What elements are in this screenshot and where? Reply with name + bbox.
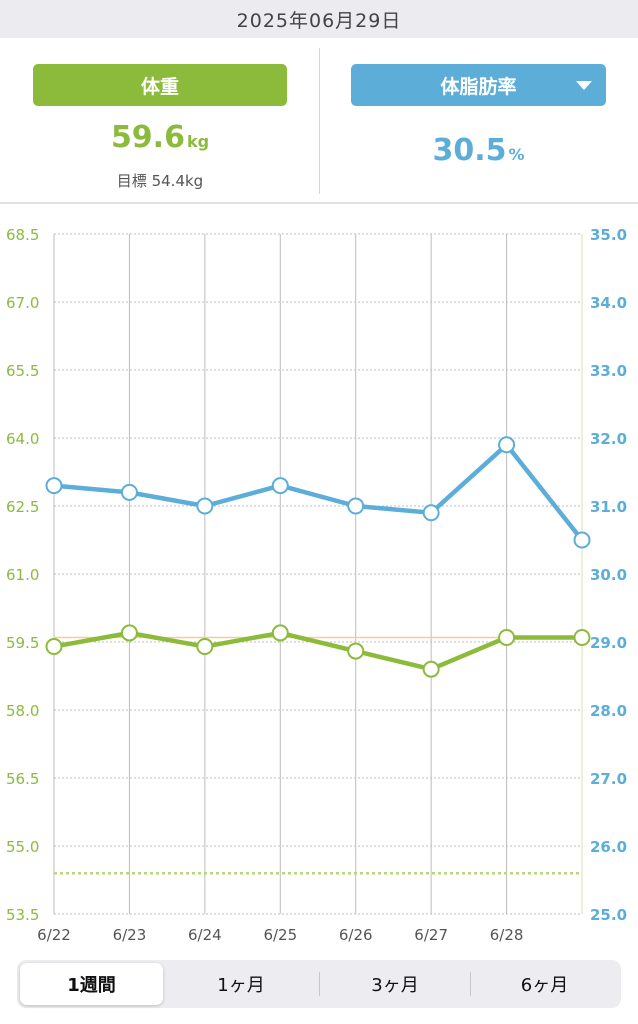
- body_fat-data-point: [498, 436, 516, 454]
- body_fat-data-point: [347, 497, 365, 515]
- y-right-tick-label: 32.0: [590, 430, 627, 448]
- weight-data-point: [45, 638, 63, 656]
- weight-value: 59.6: [110, 120, 185, 155]
- weight-data-point: [196, 638, 214, 656]
- weight-unit: kg: [186, 132, 210, 151]
- body-fat-label: 体脂肪率: [440, 75, 517, 98]
- tab-label: 1週間: [67, 975, 116, 996]
- weight-label: 体重: [140, 75, 179, 98]
- x-tick-label: 6/28: [490, 926, 524, 944]
- y-left-tick-label: 53.5: [6, 906, 39, 924]
- tab-label: 6ヶ月: [520, 975, 569, 996]
- summary-divider: [319, 48, 320, 194]
- x-tick-label: 6/27: [414, 926, 448, 944]
- y-left-tick-label: 55.0: [6, 838, 39, 856]
- caret-down-icon: [576, 81, 592, 90]
- tab-separator: [470, 972, 471, 996]
- y-right-tick-label: 28.0: [590, 702, 627, 720]
- weight-data-point: [120, 624, 138, 642]
- target-value: 54.4kg: [151, 172, 204, 190]
- body-fat-dropdown[interactable]: 体脂肪率: [351, 64, 606, 106]
- target-weight: 目標 54.4kg: [33, 170, 287, 191]
- y-right-tick-label: 35.0: [590, 226, 627, 244]
- tab-separator: [319, 972, 320, 996]
- tab-label: 3ヶ月: [371, 975, 419, 996]
- y-left-tick-label: 59.5: [6, 634, 39, 652]
- y-left-tick-label: 65.5: [6, 362, 39, 380]
- y-right-tick-label: 30.0: [590, 566, 627, 584]
- weight-data-point: [573, 628, 591, 646]
- tab-1-month[interactable]: 1ヶ月: [168, 963, 314, 1005]
- weight-data-point: [498, 628, 516, 646]
- tab-label: 1ヶ月: [217, 975, 265, 996]
- period-selector: 1週間 1ヶ月 3ヶ月 6ヶ月: [17, 960, 621, 1008]
- weight-value-display: 59.6 kg: [33, 120, 287, 155]
- weight-data-point: [422, 660, 440, 678]
- weight-tab-button[interactable]: 体重: [33, 64, 287, 106]
- body_fat-data-point: [271, 477, 289, 495]
- body_fat-data-point: [573, 531, 591, 549]
- body-fat-value: 30.5: [432, 133, 507, 168]
- weight-data-point: [347, 642, 365, 660]
- y-left-tick-label: 58.0: [6, 702, 39, 720]
- y-left-tick-label: 67.0: [6, 294, 39, 312]
- weight-body-fat-chart[interactable]: 68.5 35.0 67.0 34.0 65.5 33.0 64.0 32.0 62.5 31.0…: [0, 204, 638, 948]
- y-left-tick-label: 64.0: [6, 430, 39, 448]
- body_fat-data-point: [422, 504, 440, 522]
- weight-series-line: [51, 630, 585, 672]
- y-right-tick-label: 26.0: [590, 838, 627, 856]
- weight-data-point: [271, 624, 289, 642]
- y-right-tick-label: 31.0: [590, 498, 627, 516]
- x-tick-label: 6/22: [37, 926, 71, 944]
- body-fat-unit: %: [508, 145, 525, 164]
- body_fat-series-line: [51, 442, 585, 543]
- body-fat-value-display: 30.5 %: [351, 133, 606, 168]
- y-left-tick-label: 68.5: [6, 226, 39, 244]
- body_fat-data-point: [196, 497, 214, 515]
- y-right-tick-label: 34.0: [590, 294, 627, 312]
- y-left-tick-label: 61.0: [6, 566, 39, 584]
- y-left-tick-label: 62.5: [6, 498, 39, 516]
- tab-6-months[interactable]: 6ヶ月: [471, 963, 618, 1005]
- y-right-tick-label: 25.0: [590, 906, 627, 924]
- date-header: 2025年06月29日: [0, 0, 638, 38]
- x-tick-label: 6/25: [263, 926, 297, 944]
- body_fat-data-point: [45, 477, 63, 495]
- y-right-tick-label: 29.0: [590, 634, 627, 652]
- summary-panel: 体重 59.6 kg 目標 54.4kg 体脂肪率 30.5 %: [0, 38, 638, 204]
- tab-1-week[interactable]: 1週間: [20, 963, 163, 1005]
- tab-3-months[interactable]: 3ヶ月: [320, 963, 470, 1005]
- x-tick-label: 6/23: [113, 926, 147, 944]
- y-right-tick-label: 27.0: [590, 770, 627, 788]
- y-left-tick-label: 56.5: [6, 770, 39, 788]
- date-label: 2025年06月29日: [236, 9, 402, 32]
- y-right-tick-label: 33.0: [590, 362, 627, 380]
- body_fat-data-point: [120, 483, 138, 501]
- x-tick-label: 6/24: [188, 926, 222, 944]
- target-label: 目標: [116, 172, 147, 190]
- x-tick-label: 6/26: [339, 926, 373, 944]
